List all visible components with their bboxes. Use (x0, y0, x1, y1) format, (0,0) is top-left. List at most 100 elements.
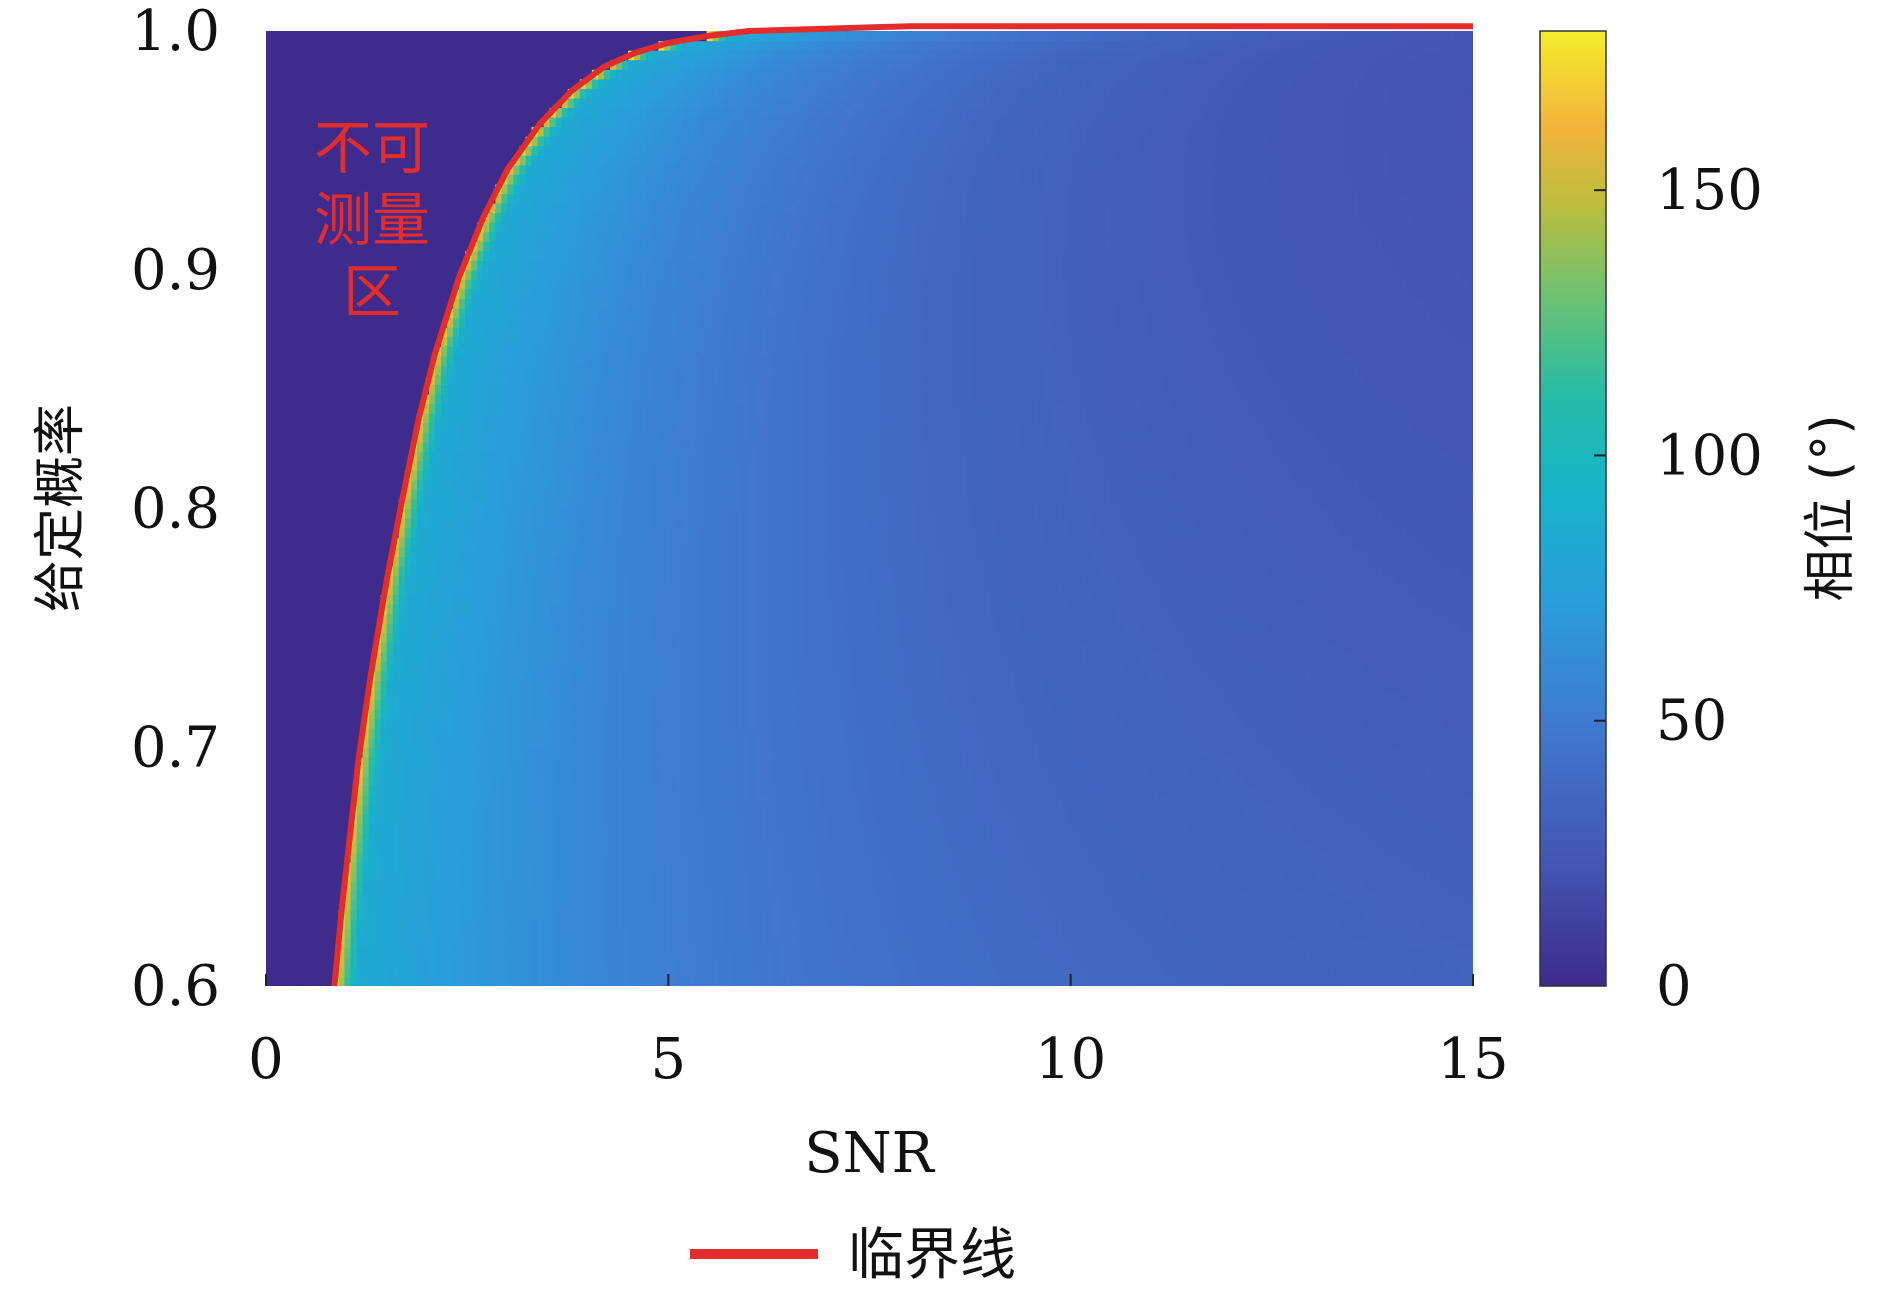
heatmap-cell (392, 747, 400, 758)
heatmap-cell (1056, 900, 1064, 911)
heatmap-cell (1430, 909, 1438, 920)
heatmap-cell (326, 871, 333, 882)
heatmap-cell (1322, 785, 1329, 796)
heatmap-cell (543, 966, 551, 978)
heatmap-cell (972, 919, 979, 930)
heatmap-cell (1436, 766, 1444, 777)
heatmap-cell (917, 804, 925, 815)
heatmap-cell (422, 766, 430, 777)
heatmap-cell (447, 928, 454, 939)
heatmap-cell (573, 823, 581, 834)
heatmap-cell (422, 900, 430, 911)
heatmap-cell (326, 966, 333, 978)
heatmap-cell (392, 842, 400, 853)
heatmap-cell (1322, 919, 1329, 930)
heatmap-cell (1014, 900, 1021, 911)
heatmap-cell (682, 919, 690, 930)
heatmap-cell (362, 861, 370, 872)
heatmap-cell (1050, 890, 1058, 901)
heatmap-cell (1086, 919, 1094, 930)
heatmap-cell (1285, 766, 1293, 777)
heatmap-cell (1038, 928, 1046, 939)
heatmap-cell (1183, 747, 1190, 758)
heatmap-cell (410, 938, 418, 949)
heatmap-cell (960, 766, 967, 777)
heatmap-cell (525, 775, 533, 787)
heatmap-cell (911, 747, 919, 758)
heatmap-cell (380, 842, 388, 853)
heatmap-cell (1098, 823, 1106, 834)
heatmap-cell (1002, 938, 1009, 949)
heatmap-cell (857, 928, 865, 939)
heatmap-cell (1237, 861, 1245, 872)
heatmap-cell (1159, 947, 1166, 958)
heatmap-cell (290, 938, 297, 949)
heatmap-cell (416, 747, 424, 758)
heatmap-cell (1026, 919, 1034, 930)
heatmap-cell (603, 947, 611, 958)
heatmap-cell (428, 909, 436, 920)
heatmap-cell (453, 957, 460, 968)
heatmap-cell (609, 833, 617, 844)
heatmap-cell (1249, 861, 1257, 872)
heatmap-cell (549, 795, 557, 806)
heatmap-cell (676, 833, 684, 844)
heatmap-cell (296, 957, 303, 968)
heatmap-cell (416, 900, 424, 911)
heatmap-cell (1207, 966, 1215, 978)
heatmap-cell (266, 756, 273, 767)
heatmap-cell (1436, 938, 1444, 949)
heatmap-cell (1231, 766, 1239, 777)
heatmap-cell (1249, 976, 1257, 986)
heatmap-cell (441, 861, 448, 872)
heatmap-cell (1364, 766, 1371, 777)
heatmap-cell (966, 852, 973, 863)
heatmap-cell (1116, 756, 1124, 767)
heatmap-cell (803, 861, 810, 872)
heatmap-cell (1213, 814, 1221, 825)
heatmap-cell (1291, 947, 1299, 958)
heatmap-cell (772, 928, 780, 939)
heatmap-cell (1165, 880, 1172, 892)
heatmap-cell (320, 785, 327, 796)
heatmap-cell (1304, 900, 1311, 911)
heatmap-cell (1002, 900, 1009, 911)
heatmap-cell (664, 928, 671, 939)
heatmap-cell (290, 833, 297, 844)
heatmap-cell (875, 795, 883, 806)
heatmap-cell (809, 938, 816, 949)
heatmap-cell (622, 919, 629, 930)
heatmap-cell (1448, 775, 1456, 787)
heatmap-cell (1116, 833, 1124, 844)
heatmap-cell (929, 795, 937, 806)
heatmap-cell (1394, 938, 1402, 949)
heatmap-cell (326, 947, 333, 958)
heatmap-cell (706, 928, 714, 939)
heatmap-cell (495, 833, 502, 844)
heatmap-cell (609, 823, 617, 834)
heatmap-cell (730, 919, 738, 930)
heatmap-cell (730, 842, 738, 853)
heatmap-cell (730, 938, 738, 949)
heatmap-cell (507, 842, 515, 853)
heatmap-cell (465, 890, 472, 901)
heatmap-cell (754, 871, 762, 882)
heatmap-cell (1442, 766, 1450, 777)
heatmap-cell (1195, 928, 1203, 939)
heatmap-cell (1068, 966, 1076, 978)
heatmap-cell (561, 976, 569, 986)
heatmap-cell (1273, 804, 1281, 815)
heatmap-cell (525, 785, 533, 796)
heatmap-cell (821, 747, 828, 758)
heatmap-cell (947, 900, 955, 911)
heatmap-cell (597, 957, 605, 968)
heatmap-cell (839, 775, 846, 787)
heatmap-cell (1086, 804, 1094, 815)
heatmap-cell (1310, 938, 1317, 949)
heatmap-cell (1165, 928, 1172, 939)
heatmap-cell (1171, 890, 1178, 901)
heatmap-cell (1231, 852, 1239, 863)
heatmap-cell (531, 804, 539, 815)
heatmap-cell (1122, 966, 1130, 978)
heatmap-cell (1352, 814, 1359, 825)
